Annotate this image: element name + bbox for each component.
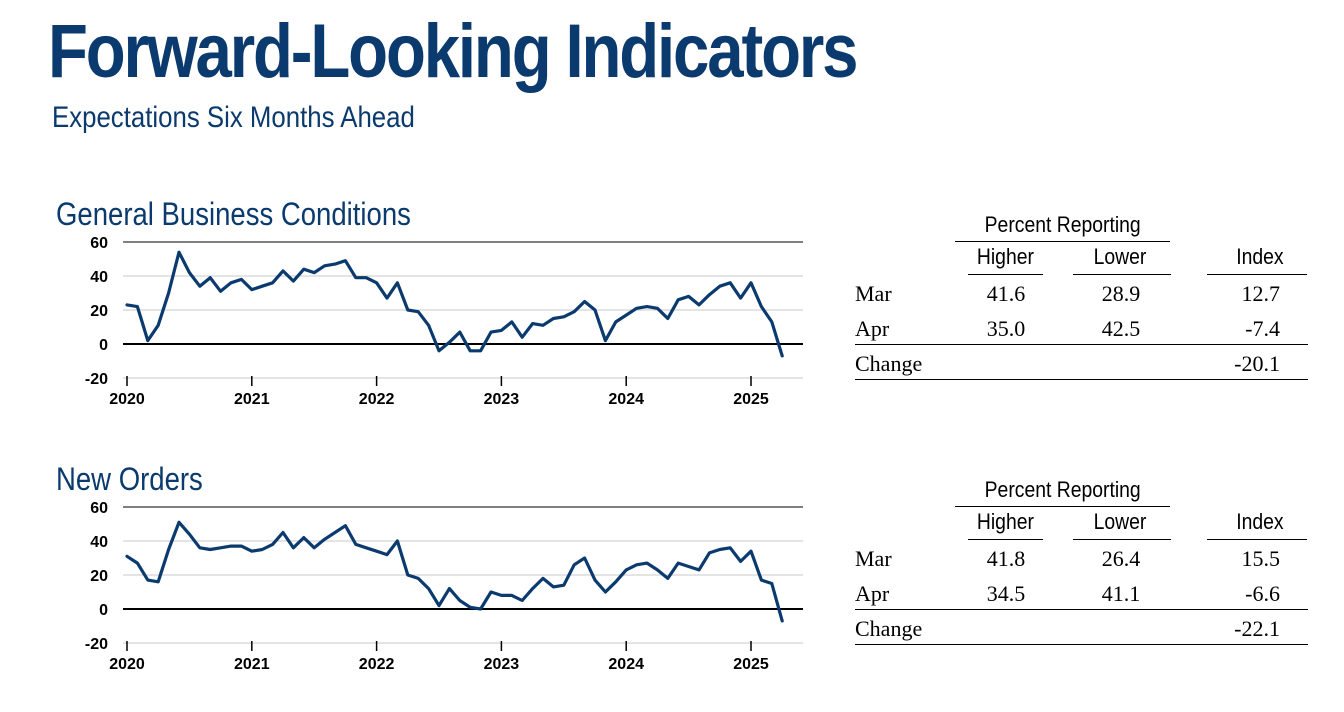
x-tick-label: 2023: [484, 656, 520, 673]
cell-index: -6.6: [1245, 581, 1280, 606]
x-tick-label: 2023: [484, 391, 520, 408]
x-tick-label: 2025: [733, 656, 769, 673]
rule: [1073, 274, 1171, 275]
cell-index: 12.7: [1241, 281, 1281, 306]
group-header: Percent Reporting: [984, 477, 1141, 502]
cell-lower: 41.1: [1101, 581, 1141, 606]
y-tick-label: 0: [99, 337, 108, 354]
cell-index: 15.5: [1241, 546, 1281, 571]
x-tick-label: 2020: [109, 656, 145, 673]
cell-higher: 41.8: [986, 546, 1026, 571]
chart-title-new-orders: New Orders: [56, 461, 203, 497]
new-orders-table: Percent Reporting Higher Lower Index Mar…: [855, 477, 1310, 667]
y-tick-label: 60: [90, 500, 108, 517]
x-tick-label: 2025: [733, 391, 769, 408]
rule: [968, 539, 1043, 540]
x-tick-label: 2021: [234, 391, 270, 408]
change-value: -20.1: [1234, 351, 1280, 376]
rule: [855, 344, 1308, 345]
x-tick-label: 2024: [608, 656, 644, 673]
cell-higher: 41.6: [986, 281, 1026, 306]
y-tick-label: 40: [90, 534, 108, 551]
chart-title-general-business: General Business Conditions: [56, 196, 411, 232]
rule: [1207, 539, 1307, 540]
col-header-index: Index: [1236, 244, 1284, 269]
cell-lower: 26.4: [1101, 546, 1141, 571]
general-business-table: Percent Reporting Higher Lower Index Mar…: [855, 212, 1310, 402]
rule: [955, 241, 1170, 242]
change-value: -22.1: [1234, 616, 1280, 641]
cell-index: -7.4: [1245, 316, 1280, 341]
rule: [968, 274, 1043, 275]
page-subtitle: Expectations Six Months Ahead: [52, 101, 415, 134]
change-label: Change: [855, 351, 923, 376]
series-line: [125, 520, 784, 623]
x-tick-label: 2021: [234, 656, 270, 673]
cell-higher: 35.0: [986, 316, 1026, 341]
col-header-higher: Higher: [976, 509, 1034, 534]
x-tick-label: 2020: [109, 391, 145, 408]
row-label: Mar: [855, 546, 892, 571]
y-tick-label: -20: [85, 371, 108, 388]
rule: [955, 506, 1170, 507]
rule: [1073, 539, 1171, 540]
series-line: [125, 250, 784, 358]
rule: [855, 379, 1308, 380]
y-tick-label: 60: [90, 235, 108, 252]
cell-lower: 42.5: [1101, 316, 1141, 341]
page-title: Forward-Looking Indicators: [48, 9, 858, 94]
y-tick-label: 20: [90, 568, 108, 585]
rule: [855, 644, 1308, 645]
y-tick-label: 40: [90, 269, 108, 286]
y-tick-label: -20: [85, 636, 108, 653]
cell-lower: 28.9: [1101, 281, 1141, 306]
rule: [1207, 274, 1307, 275]
row-label: Apr: [855, 581, 890, 606]
x-tick-label: 2024: [608, 391, 644, 408]
x-tick-label: 2022: [359, 391, 395, 408]
col-header-index: Index: [1236, 509, 1284, 534]
general-business-chart: -20 0 20 40 60 2020 2021 2022 2023 2024 2025: [85, 235, 803, 408]
new-orders-chart: -20 0 20 40 60 2020 2021 2022 2023 2024 2025: [85, 500, 803, 673]
row-label: Mar: [855, 281, 892, 306]
y-tick-label: 0: [99, 602, 108, 619]
rule: [855, 609, 1308, 610]
x-tick-label: 2022: [359, 656, 395, 673]
change-label: Change: [855, 616, 923, 641]
cell-higher: 34.5: [986, 581, 1026, 606]
row-label: Apr: [855, 316, 890, 341]
col-header-lower: Lower: [1093, 244, 1147, 269]
col-header-higher: Higher: [976, 244, 1034, 269]
y-tick-label: 20: [90, 303, 108, 320]
group-header: Percent Reporting: [984, 212, 1141, 237]
col-header-lower: Lower: [1093, 509, 1147, 534]
